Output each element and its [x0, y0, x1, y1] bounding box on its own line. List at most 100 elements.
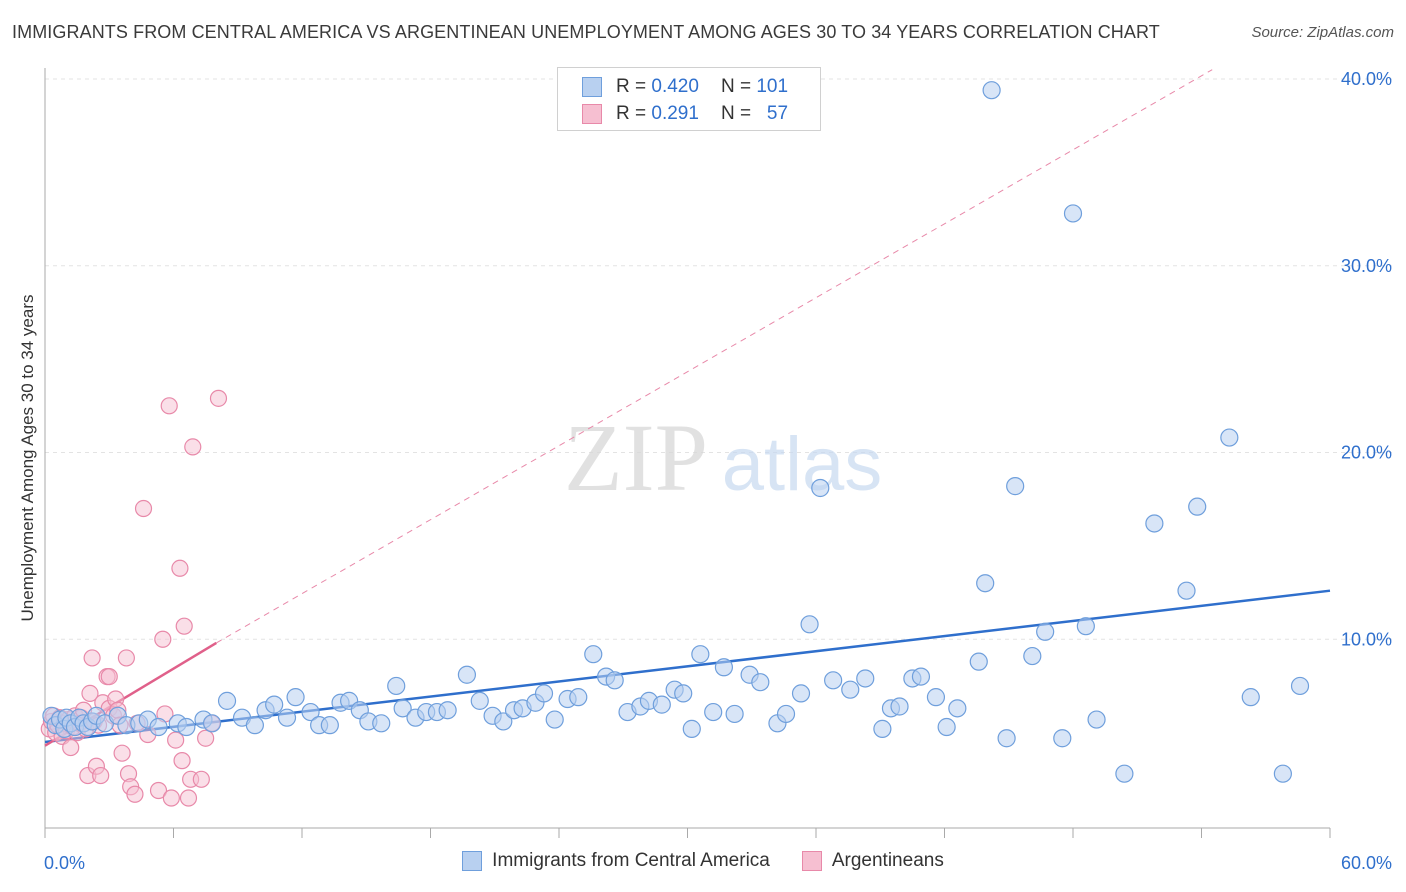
- central-america-point: [1076, 617, 1095, 636]
- central-america-point: [1115, 764, 1134, 783]
- central-america-point: [948, 699, 967, 718]
- y-tick-label: 10.0%: [1341, 629, 1392, 649]
- y-tick-labels: 10.0% 20.0% 30.0% 40.0%: [1341, 69, 1392, 649]
- central-america-point: [976, 574, 995, 593]
- argentineans-point: [100, 667, 118, 686]
- central-america-point: [997, 729, 1016, 748]
- central-america-point: [177, 717, 196, 737]
- argentineans-point: [175, 617, 193, 635]
- watermark-zip: ZIP: [564, 404, 708, 511]
- central-america-point: [791, 684, 811, 703]
- legend-n-label: N =: [720, 103, 752, 124]
- legend-r-label: R =: [616, 76, 647, 97]
- central-america-point: [470, 691, 489, 710]
- central-america-point: [1241, 688, 1260, 707]
- legend-swatch-pink: [582, 104, 602, 124]
- argentineans-point: [134, 499, 153, 518]
- central-america-point: [1188, 497, 1207, 516]
- central-america-point: [1053, 729, 1072, 748]
- y-tick-label: 40.0%: [1341, 69, 1392, 89]
- central-america-points: [42, 81, 1310, 783]
- argentineans-point: [209, 389, 228, 407]
- central-america-point: [277, 708, 297, 727]
- central-america-point: [841, 680, 860, 699]
- central-america-point: [457, 665, 477, 684]
- central-america-point: [584, 645, 603, 664]
- legend-item-central-america: Immigrants from Central America: [462, 850, 770, 872]
- argentineans-point: [173, 752, 191, 770]
- source-label: Source: ZipAtlas.com: [1251, 24, 1394, 41]
- central-america-point: [1290, 676, 1310, 696]
- central-america-point: [494, 712, 513, 731]
- legend-swatch-blue: [582, 77, 602, 97]
- central-america-point: [890, 697, 909, 716]
- central-america-point: [751, 673, 770, 692]
- central-america-point: [1273, 764, 1292, 783]
- central-america-point: [926, 688, 946, 707]
- central-america-point: [438, 701, 457, 720]
- x-tick-label-max: 60.0%: [1341, 853, 1392, 873]
- central-america-point: [372, 714, 391, 733]
- central-america-point: [301, 702, 320, 722]
- central-america-point: [245, 716, 264, 735]
- legend-swatch-blue: [462, 851, 483, 871]
- central-america-point: [569, 688, 588, 707]
- central-america-point: [691, 645, 710, 664]
- central-america-point: [534, 684, 554, 703]
- central-america-point: [320, 716, 339, 735]
- legend-r-label: R =: [616, 103, 647, 124]
- argentineans-point: [92, 766, 110, 785]
- central-america-point: [1006, 477, 1025, 496]
- argentineans-point: [149, 781, 168, 800]
- central-america-point: [202, 714, 222, 733]
- central-america-point: [217, 691, 237, 710]
- argentineans-point: [113, 744, 131, 762]
- central-america-point: [605, 671, 624, 690]
- watermark-atlas: atlas: [722, 422, 883, 507]
- chart-title: IMMIGRANTS FROM CENTRAL AMERICA VS ARGEN…: [12, 22, 1160, 42]
- central-america-point: [149, 717, 168, 737]
- central-america-point: [674, 684, 693, 703]
- legend-swatch-pink: [801, 851, 822, 871]
- central-america-point: [704, 702, 723, 722]
- x-tick-label-min: 0.0%: [44, 853, 85, 873]
- central-america-point: [811, 478, 830, 498]
- argentineans-point: [160, 397, 178, 415]
- central-america-point: [652, 695, 671, 714]
- central-america-point: [1177, 581, 1196, 600]
- legend-label: Immigrants from Central America: [492, 850, 770, 871]
- legend-item-argentineans: Argentineans: [801, 850, 944, 872]
- gridlines: [45, 78, 1392, 640]
- central-america-point: [982, 81, 1001, 100]
- y-axis-label: Unemployment Among Ages 30 to 34 years: [18, 294, 37, 622]
- central-america-point: [1023, 646, 1042, 666]
- legend-label: Argentineans: [831, 850, 944, 871]
- central-america-point: [1063, 204, 1083, 223]
- argentineans-point: [171, 559, 189, 577]
- argentineans-point: [154, 630, 172, 648]
- argentineans-point: [197, 729, 215, 747]
- central-america-point: [856, 669, 875, 688]
- central-america-point: [969, 652, 988, 671]
- central-america-point: [937, 717, 956, 737]
- legend-row-central-america: R = 0.420 N = 101: [582, 74, 788, 100]
- central-america-point: [682, 719, 701, 738]
- argentineans-point: [62, 738, 80, 757]
- watermark: ZIP atlas: [564, 404, 882, 511]
- legend-r-value: 0.291: [651, 103, 699, 124]
- legend-n-value: 101: [756, 76, 789, 97]
- central-america-point: [1036, 622, 1055, 641]
- argentineans-point: [81, 684, 99, 703]
- argentineans-point: [83, 649, 101, 667]
- argentineans-point: [192, 770, 210, 788]
- axes: [44, 68, 1331, 838]
- central-america-point: [873, 719, 892, 738]
- central-america-point: [1087, 710, 1106, 729]
- central-america-point: [387, 676, 406, 696]
- central-america-point: [1220, 428, 1239, 447]
- argentineans-point: [126, 785, 144, 803]
- central-america-trend-line: [44, 589, 1331, 744]
- argentineans-point: [117, 649, 135, 667]
- legend-n-label: N =: [720, 76, 752, 97]
